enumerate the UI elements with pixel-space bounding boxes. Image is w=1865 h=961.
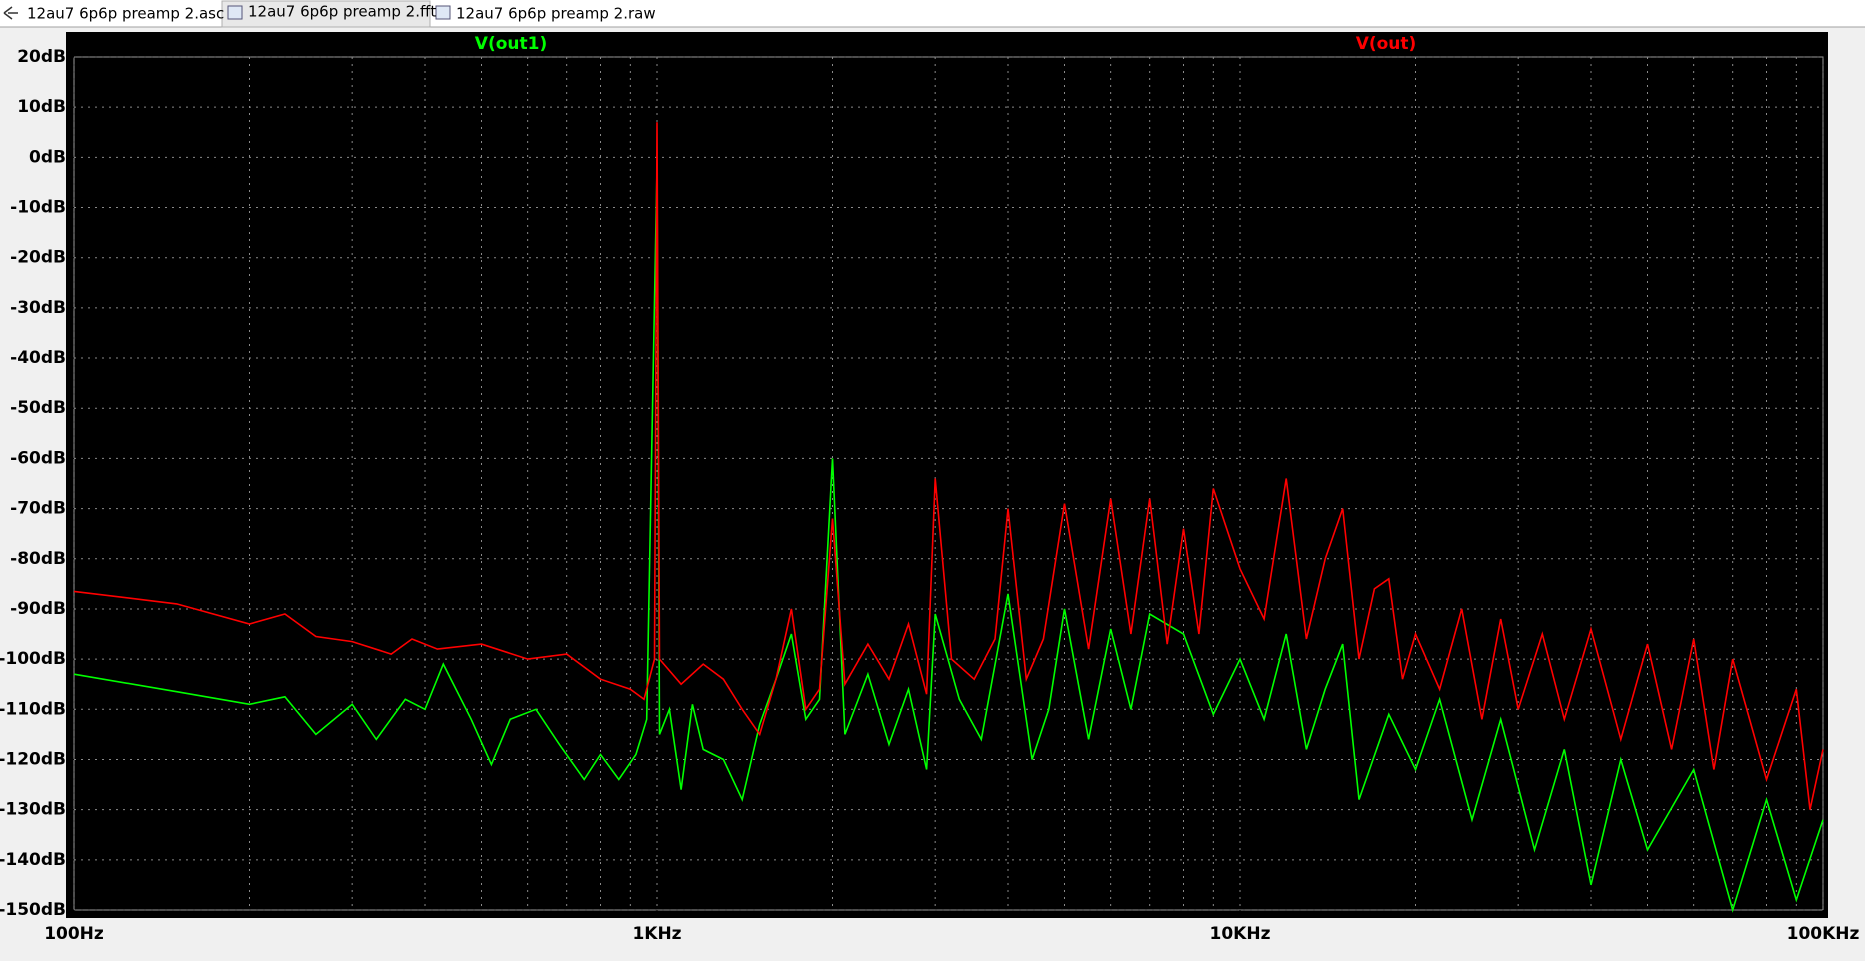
- trace: [73, 122, 1824, 810]
- y-tick-label: -130dB: [0, 800, 66, 820]
- tab-label[interactable]: 12au7 6p6p preamp 2.fft: [248, 3, 436, 21]
- y-tick-label: -70dB: [10, 499, 66, 519]
- tab-label[interactable]: 12au7 6p6p preamp 2.asc: [27, 5, 224, 23]
- y-tick-label: -110dB: [0, 699, 66, 719]
- active-tab[interactable]: [221, 0, 431, 28]
- y-tick-label: 0dB: [29, 147, 66, 167]
- y-axis-band: [0, 32, 66, 945]
- y-tick-label: 20dB: [17, 47, 66, 67]
- y-tick-label: -20dB: [10, 248, 66, 268]
- y-tick-label: -40dB: [10, 348, 66, 368]
- y-tick-label: -10dB: [10, 198, 66, 218]
- x-axis-band: [0, 918, 1865, 957]
- legend-entry: V(out): [1356, 34, 1417, 54]
- legend-entry: V(out1): [475, 34, 547, 54]
- tab-icon: [3, 6, 18, 20]
- x-tick-label: 1KHz: [632, 924, 681, 944]
- y-tick-label: -50dB: [10, 398, 66, 418]
- x-tick-label: 100KHz: [1787, 924, 1860, 944]
- x-tick-label: 10KHz: [1210, 924, 1271, 944]
- x-tick-label: 100Hz: [44, 924, 104, 944]
- y-tick-label: -100dB: [0, 649, 66, 669]
- y-tick-label: -80dB: [10, 549, 66, 569]
- y-tick-label: -150dB: [0, 900, 66, 920]
- tab-label[interactable]: 12au7 6p6p preamp 2.raw: [456, 5, 656, 23]
- tab-icon: [227, 5, 243, 20]
- y-tick-label: -120dB: [0, 749, 66, 769]
- y-tick-label: 10dB: [17, 97, 66, 117]
- y-tick-label: -90dB: [10, 599, 66, 619]
- y-tick-label: -30dB: [10, 298, 66, 318]
- right-band: [1828, 32, 1865, 918]
- trace: [73, 167, 1824, 913]
- y-tick-label: -60dB: [10, 448, 66, 468]
- plot-area: [73, 56, 1824, 911]
- y-tick-label: -140dB: [0, 850, 66, 870]
- tab-icon: [435, 5, 451, 20]
